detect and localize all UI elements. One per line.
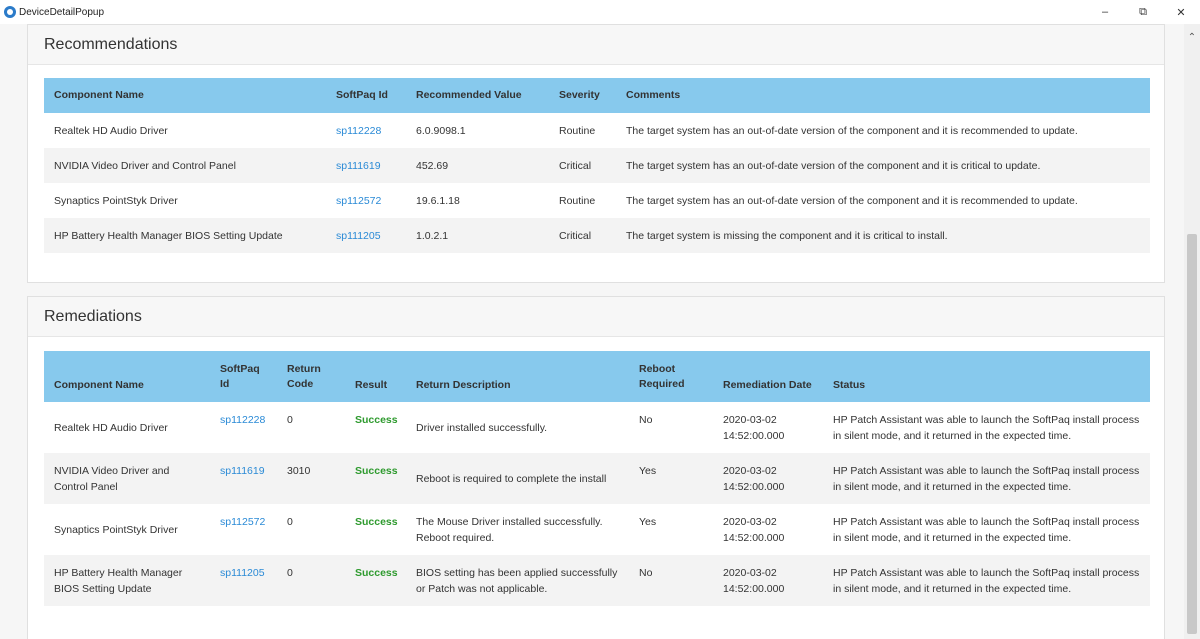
col-comments[interactable]: Comments [616, 78, 1150, 113]
comments: The target system has an out-of-date ver… [626, 194, 1078, 207]
component-name: NVIDIA Video Driver and Control Panel [44, 148, 326, 183]
component-name: NVIDIA Video Driver and Control Panel [44, 453, 210, 504]
component-name: Synaptics PointStyk Driver [54, 523, 178, 536]
table-row: NVIDIA Video Driver and Control Panel sp1… [44, 453, 1150, 504]
col-return-description[interactable]: Return Description [406, 351, 629, 402]
recommended-value: 1.0.2.1 [406, 218, 549, 253]
col-softpaq-id[interactable]: SoftPaq Id [326, 78, 406, 113]
vertical-scrollbar[interactable]: ⌃ [1184, 24, 1200, 639]
return-code: 0 [287, 413, 293, 426]
remediations-card: Remediations Component Name SoftPaq Id Re… [27, 296, 1165, 639]
col-recommended-value[interactable]: Recommended Value [406, 78, 549, 113]
return-description: Driver installed successfully. [416, 421, 548, 434]
status-text: HP Patch Assistant was able to launch th… [823, 555, 1150, 606]
component-name: Synaptics PointStyk Driver [54, 194, 178, 207]
remediations-title: Remediations [28, 297, 1164, 337]
col-component-name[interactable]: Component Name [44, 78, 326, 113]
col-component-name[interactable]: Component Name [44, 351, 210, 402]
scrollbar-thumb[interactable] [1187, 234, 1197, 634]
remediation-date: 2020-03-02 14:52:00.000 [713, 453, 823, 504]
scroll-up-arrow-icon[interactable]: ⌃ [1187, 31, 1197, 43]
remediation-date: 2020-03-02 14:52:00.000 [723, 515, 785, 544]
minimize-button[interactable]: – [1101, 6, 1109, 18]
comments: The target system is missing the compone… [616, 218, 1150, 253]
comments: The target system has an out-of-date ver… [616, 148, 1150, 183]
result-status: Success [345, 555, 406, 606]
softpaq-link[interactable]: sp111619 [326, 148, 406, 183]
recommendations-header-row: Component Name SoftPaq Id Recommended Va… [44, 78, 1150, 113]
close-button[interactable]: ✕ [1176, 6, 1186, 19]
return-description: BIOS setting has been applied successful… [406, 555, 629, 606]
severity: Critical [549, 218, 616, 253]
col-softpaq-id[interactable]: SoftPaq Id [210, 351, 277, 402]
softpaq-link[interactable]: sp111205 [210, 555, 277, 606]
component-name: Realtek HD Audio Driver [54, 124, 168, 137]
status-text: HP Patch Assistant was able to launch th… [833, 413, 1140, 442]
col-result[interactable]: Result [345, 351, 406, 402]
col-status[interactable]: Status [823, 351, 1150, 402]
table-row: HP Battery Health Manager BIOS Setting U… [44, 218, 1150, 253]
component-name: HP Battery Health Manager BIOS Setting U… [44, 218, 326, 253]
table-row: HP Battery Health Manager BIOS Setting Up… [44, 555, 1150, 606]
reboot-required: Yes [629, 453, 713, 504]
recommended-value: 452.69 [406, 148, 549, 183]
table-row: Realtek HD Audio Driver sp112228 0 Succe… [44, 402, 1150, 453]
remediations-table: Component Name SoftPaq Id Return Code Resu… [44, 351, 1150, 606]
reboot-required: No [639, 413, 653, 426]
comments: The target system has an out-of-date ver… [626, 124, 1078, 137]
softpaq-link[interactable]: sp112572 [220, 515, 266, 528]
table-row: NVIDIA Video Driver and Control Panel sp… [44, 148, 1150, 183]
window-title: DeviceDetailPopup [19, 6, 105, 18]
app-logo-icon [4, 6, 16, 18]
result-status: Success [355, 413, 398, 426]
softpaq-link[interactable]: sp111205 [326, 218, 406, 253]
table-row: Synaptics PointStyk Driver sp112572 19.6… [44, 183, 1150, 218]
return-description: The Mouse Driver installed successfully.… [416, 515, 603, 544]
softpaq-link[interactable]: sp112572 [336, 194, 382, 207]
restore-button[interactable]: ⧉ [1139, 5, 1147, 18]
return-description: Reboot is required to complete the insta… [406, 453, 629, 504]
result-status: Success [345, 453, 406, 504]
recommended-value: 6.0.9098.1 [416, 124, 466, 137]
table-row: Realtek HD Audio Driver sp112228 6.0.909… [44, 113, 1150, 148]
status-text: HP Patch Assistant was able to launch th… [823, 453, 1150, 504]
return-code: 0 [287, 515, 293, 528]
title-bar: DeviceDetailPopup – ⧉ ✕ [0, 0, 1200, 24]
return-code: 3010 [277, 453, 345, 504]
severity: Routine [559, 194, 596, 207]
recommended-value: 19.6.1.18 [416, 194, 460, 207]
reboot-required: No [629, 555, 713, 606]
reboot-required: Yes [639, 515, 657, 528]
result-status: Success [355, 515, 398, 528]
col-severity[interactable]: Severity [549, 78, 616, 113]
remediation-date: 2020-03-02 14:52:00.000 [713, 555, 823, 606]
status-text: HP Patch Assistant was able to launch th… [833, 515, 1140, 544]
remediation-date: 2020-03-02 14:52:00.000 [723, 413, 785, 442]
col-remediation-date[interactable]: Remediation Date [713, 351, 823, 402]
softpaq-link[interactable]: sp112228 [220, 413, 266, 426]
severity: Critical [549, 148, 616, 183]
table-row: Synaptics PointStyk Driver sp112572 0 Su… [44, 504, 1150, 555]
return-code: 0 [277, 555, 345, 606]
col-reboot-required[interactable]: Reboot Required [629, 351, 713, 402]
col-return-code[interactable]: Return Code [277, 351, 345, 402]
content-area: Recommendations Component Name SoftPaq I… [0, 24, 1184, 639]
remediations-header-row: Component Name SoftPaq Id Return Code Resu… [44, 351, 1150, 402]
recommendations-table: Component Name SoftPaq Id Recommended Va… [44, 78, 1150, 253]
severity: Routine [559, 124, 596, 137]
softpaq-link[interactable]: sp112228 [336, 124, 382, 137]
component-name: HP Battery Health Manager BIOS Setting Up… [44, 555, 210, 606]
window-controls: – ⧉ ✕ [1086, 0, 1200, 24]
recommendations-title: Recommendations [28, 25, 1164, 65]
softpaq-link[interactable]: sp111619 [210, 453, 277, 504]
component-name: Realtek HD Audio Driver [54, 421, 168, 434]
recommendations-card: Recommendations Component Name SoftPaq I… [27, 24, 1165, 283]
